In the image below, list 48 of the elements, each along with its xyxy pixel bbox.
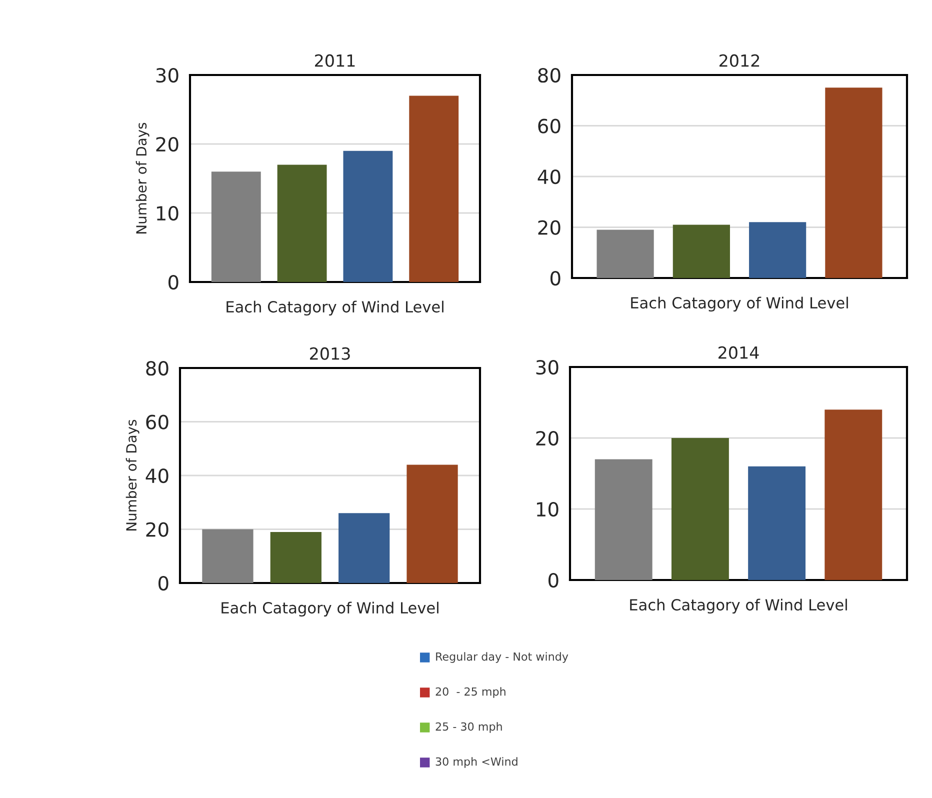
y-tick-label: 60 <box>146 414 168 430</box>
y-tick-label: 20 <box>538 220 560 235</box>
bar <box>277 164 327 282</box>
bar <box>343 150 393 282</box>
bar <box>824 410 882 580</box>
x-axis-title: Each Catagory of Wind Level <box>226 300 444 316</box>
y-axis-title: Number of Days <box>126 420 140 530</box>
y-tick-label: 10 <box>536 502 558 517</box>
bar <box>338 513 390 583</box>
y-tick-label: 0 <box>548 572 558 588</box>
y-tick-label: 80 <box>146 360 168 376</box>
y-tick-label: 20 <box>536 430 558 446</box>
chart-title: 2014 <box>718 346 759 359</box>
x-axis-title: Each Catagory of Wind Level <box>630 598 847 614</box>
bar <box>596 230 654 278</box>
y-tick-label: 10 <box>156 206 178 221</box>
bar <box>748 466 806 580</box>
x-axis-title: Each Catagory of Wind Level <box>222 602 438 617</box>
bar <box>270 532 322 583</box>
category-label: Regular day - Not windy <box>436 652 568 663</box>
y-tick-label: 20 <box>146 522 168 537</box>
category-label: 30 mph <Wind <box>436 757 518 768</box>
chart-title: 2011 <box>315 54 355 67</box>
bar <box>202 529 254 583</box>
y-tick-label: 0 <box>550 270 560 286</box>
y-tick-label: 60 <box>538 118 560 134</box>
y-axis-title: Number of Days <box>136 122 150 234</box>
bar <box>594 459 652 580</box>
category-label: 25 - 30 mph <box>436 722 502 733</box>
y-tick-label: 30 <box>536 360 558 375</box>
y-tick-label: 80 <box>538 68 560 83</box>
y-tick-label: 0 <box>168 274 178 290</box>
chart-title: 2012 <box>720 54 760 67</box>
bar <box>749 222 806 278</box>
bar <box>672 224 730 278</box>
y-tick-label: 40 <box>538 169 560 184</box>
y-tick-label: 20 <box>156 136 178 152</box>
category-label: 20 - 25 mph <box>436 687 506 698</box>
bar <box>211 172 261 282</box>
bar <box>671 438 729 580</box>
chart-title: 2013 <box>310 347 350 360</box>
bar <box>406 464 458 583</box>
y-tick-label: 40 <box>146 468 168 484</box>
y-tick-label: 30 <box>156 68 178 83</box>
bar <box>409 96 459 282</box>
bar <box>825 88 882 278</box>
y-tick-label: 0 <box>158 576 168 591</box>
x-axis-title: Each Catagory of Wind Level <box>631 296 848 312</box>
